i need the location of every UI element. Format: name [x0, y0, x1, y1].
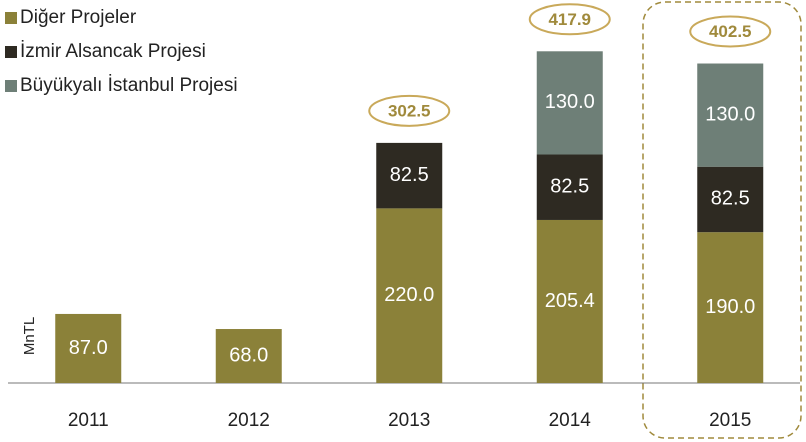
- legend-label: Diğer Projeler: [20, 7, 137, 28]
- bar-segment: [536, 219, 603, 383]
- bar-segment: [376, 208, 443, 383]
- total-badge: [528, 3, 611, 36]
- bar-segment: [536, 154, 603, 220]
- bar-segment: [536, 51, 603, 155]
- x-tick-label: 2011: [68, 410, 109, 431]
- bar-segment: [215, 329, 282, 383]
- y-axis-label: MnTL: [21, 317, 38, 355]
- total-label: 302.5: [388, 101, 431, 120]
- bar-segment: [697, 166, 764, 233]
- data-label: 82.5: [711, 188, 750, 210]
- data-label: 82.5: [550, 176, 589, 198]
- total-label: 417.9: [548, 10, 591, 29]
- data-label: 82.5: [390, 164, 429, 186]
- highlight-frame: [642, 1, 802, 439]
- data-label: 205.4: [545, 290, 595, 312]
- total-badge: [368, 94, 451, 127]
- data-label: 130.0: [705, 103, 755, 125]
- total-label: 402.5: [709, 22, 752, 41]
- bar-segment: [55, 313, 122, 383]
- x-tick-label: 2015: [709, 410, 751, 431]
- data-label: 190.0: [705, 296, 755, 318]
- data-label: 68.0: [229, 344, 268, 366]
- legend-label: Büyükyalı İstanbul Projesi: [20, 75, 238, 96]
- x-tick-label: 2013: [388, 410, 430, 431]
- bar-segment: [697, 63, 764, 167]
- total-badge: [689, 15, 772, 48]
- bar-segment: [376, 142, 443, 209]
- bar-segment: [697, 232, 764, 383]
- data-label: 87.0: [69, 337, 108, 359]
- legend-swatch: [5, 80, 17, 92]
- x-tick-label: 2014: [549, 410, 592, 431]
- legend-swatch: [5, 46, 17, 58]
- x-tick-label: 2012: [228, 410, 270, 431]
- data-label: 130.0: [545, 91, 595, 113]
- legend-swatch: [5, 12, 17, 24]
- data-label: 220.0: [384, 284, 434, 306]
- legend-label: İzmir Alsancak Projesi: [20, 41, 206, 62]
